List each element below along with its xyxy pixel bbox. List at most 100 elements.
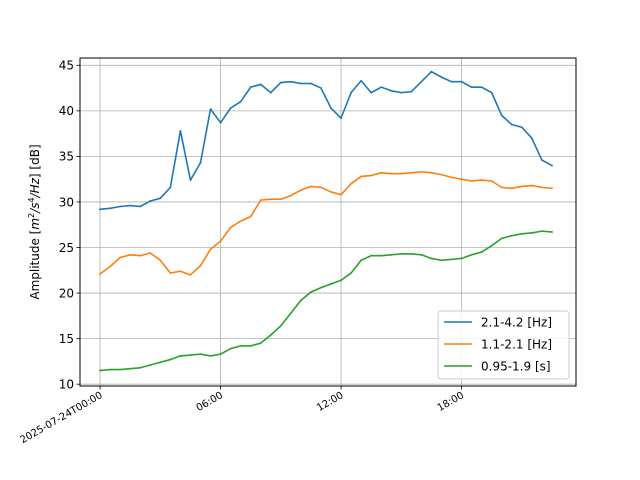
data-point [400,252,403,255]
data-point [289,312,292,315]
data-point [450,176,453,179]
data-point [169,272,172,274]
data-point [109,207,112,210]
data-point [149,364,152,366]
data-point [189,273,192,276]
y-tick-label: 25 [59,241,74,255]
data-point [480,86,483,89]
data-point [310,82,312,85]
data-point [530,184,533,187]
data-point [129,253,132,256]
data-point [370,254,373,257]
data-point [490,91,493,94]
data-point [179,355,182,357]
data-point [551,187,553,190]
data-point [410,171,413,174]
data-point [119,368,122,371]
data-point [289,194,292,197]
data-point [149,252,152,254]
data-point [249,345,252,347]
data-point [440,76,443,79]
data-point [259,199,262,202]
data-point [470,86,473,89]
data-point [149,200,152,202]
data-point [209,355,212,357]
data-point [269,198,272,201]
plot-frame [79,57,577,387]
data-point [360,259,363,262]
data-point [169,358,172,361]
series-2 [99,230,553,372]
data-point [189,354,192,356]
y-tick-label: 35 [59,150,74,164]
data-point [420,170,423,173]
data-point [380,254,383,257]
data-point [199,353,202,356]
data-point [440,173,443,176]
data-point [520,126,523,129]
data-point [249,86,252,89]
data-point [209,248,212,251]
data-point [159,361,162,364]
data-point [440,259,443,262]
data-point [370,91,373,94]
series-line-2 [99,230,553,372]
data-point [540,186,543,189]
data-point [269,334,272,336]
data-point [350,91,352,94]
data-point [330,107,332,110]
data-point [129,367,132,370]
y-tick-label: 30 [59,195,74,209]
legend-label-2: 0.95-1.9 [s] [481,360,551,374]
data-point [480,179,483,181]
data-point [340,117,342,120]
y-tick-label: 40 [59,104,74,118]
data-point [229,347,232,350]
series-layer [98,70,553,372]
data-point [199,161,202,164]
data-point [239,220,242,222]
data-point [490,180,493,182]
data-point [390,172,393,175]
data-point [460,257,463,260]
data-point [410,90,413,93]
data-point [320,286,322,289]
data-point [390,253,393,256]
data-point [430,70,433,73]
y-tick-label: 10 [59,377,74,391]
data-point [229,107,232,110]
data-point [239,100,242,103]
data-point [129,204,132,207]
series-1 [98,170,553,276]
data-point [219,121,222,124]
data-point [139,205,142,208]
data-point [310,291,312,294]
data-point [279,81,282,84]
data-point [450,80,453,83]
data-point [500,237,503,240]
data-point [500,186,503,189]
series-0 [99,70,553,211]
series-line-0 [99,70,553,211]
data-point [159,197,162,200]
data-point [420,253,423,256]
data-point [169,186,172,189]
data-point [109,368,112,371]
data-point [520,232,523,235]
data-point [530,232,533,234]
y-tick-label: 45 [59,59,74,73]
data-point [551,164,553,167]
data-point [219,240,222,243]
data-point [510,123,513,126]
data-point [310,185,312,188]
grid [80,58,576,386]
data-point [400,91,403,94]
data-point [299,82,302,85]
data-point [320,87,322,89]
data-point [540,230,543,233]
data-point [430,257,433,260]
data-point [320,186,322,189]
data-point [400,172,403,175]
legend-box [437,310,570,380]
